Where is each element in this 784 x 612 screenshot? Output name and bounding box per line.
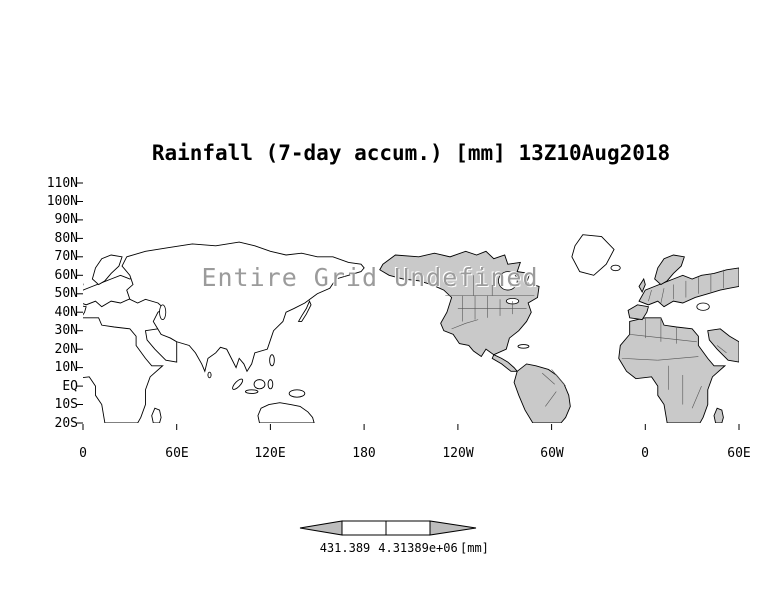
lat-tick-label: 10S (54, 397, 78, 412)
central-america-landmass (492, 355, 517, 372)
africa-landmass (619, 318, 725, 423)
water-bodies (160, 272, 710, 320)
africa-europe-group (619, 255, 739, 423)
lat-tick-label: 40N (54, 305, 78, 320)
undefined-grid-watermark: Entire Grid Undefined (201, 263, 539, 292)
colorbar-box-1 (341, 520, 387, 536)
south-america-landmass (514, 364, 570, 423)
iceland-island (611, 265, 620, 271)
lon-tick-label: 180 (352, 446, 376, 461)
world-map-svg (83, 183, 739, 423)
borneo-island (254, 380, 265, 389)
colorbar-box-2 (385, 520, 431, 536)
lon-tick-label: 60E (727, 446, 751, 461)
lat-tick-label: 50N (54, 286, 78, 301)
arabia-landmass (708, 329, 739, 362)
japan-islands (299, 301, 311, 321)
lon-tick-label: 120W (442, 446, 474, 461)
map-area (83, 183, 739, 423)
sri-lanka-island (208, 372, 211, 378)
australia-landmass (258, 403, 314, 423)
cuba-island (518, 345, 529, 349)
colorbar (298, 518, 478, 538)
political-borders (445, 270, 726, 408)
black-sea (697, 303, 709, 310)
lon-tick-label: 120E (254, 446, 286, 461)
lat-tick-label: EQ (62, 379, 78, 394)
colorbar-left-arrow (299, 520, 343, 536)
lat-tick-label: 20N (54, 342, 78, 357)
unshaded-lands (122, 235, 620, 423)
lon-tick-label: 0 (79, 446, 87, 461)
madagascar-island (714, 408, 723, 423)
lat-tick-label: 60N (54, 268, 78, 283)
lat-tick-label: 110N (46, 176, 78, 191)
lon-tick-label: 60E (165, 446, 189, 461)
lat-tick-label: 70N (54, 249, 78, 264)
lon-tick-label: 60W (540, 446, 564, 461)
philippines-islands (270, 355, 275, 366)
sulawesi-island (268, 380, 273, 389)
new-guinea-island (289, 390, 305, 397)
plot-title: Rainfall (7-day accum.) [mm] 13Z10Aug201… (151, 141, 671, 165)
lat-tick-label: 10N (54, 360, 78, 375)
caspian-sea (160, 305, 166, 320)
lat-tick-label: 30N (54, 323, 78, 338)
iberia-landmass (628, 305, 648, 320)
europe-landmass (639, 268, 739, 307)
colorbar-svg (299, 520, 477, 536)
java-island (245, 390, 257, 394)
lat-tick-label: 90N (54, 212, 78, 227)
lat-tick-label: 100N (46, 194, 78, 209)
lat-tick-label: 20S (54, 416, 78, 431)
lon-ticks (82, 424, 740, 430)
lat-tick-label: 80N (54, 231, 78, 246)
colorbar-unit-label: [mm] (460, 541, 489, 555)
lon-tick-label: 0 (641, 446, 649, 461)
hudson-bay (498, 272, 517, 290)
british-isles (639, 279, 645, 292)
sumatra-island (231, 377, 244, 391)
colorbar-right-arrow (429, 520, 477, 536)
colorbar-max-label: 4.31389e+06 (378, 541, 458, 555)
greenland-landmass (572, 235, 614, 276)
colorbar-min-label: 431.389 (319, 541, 371, 555)
scandinavia-landmass (655, 255, 685, 285)
